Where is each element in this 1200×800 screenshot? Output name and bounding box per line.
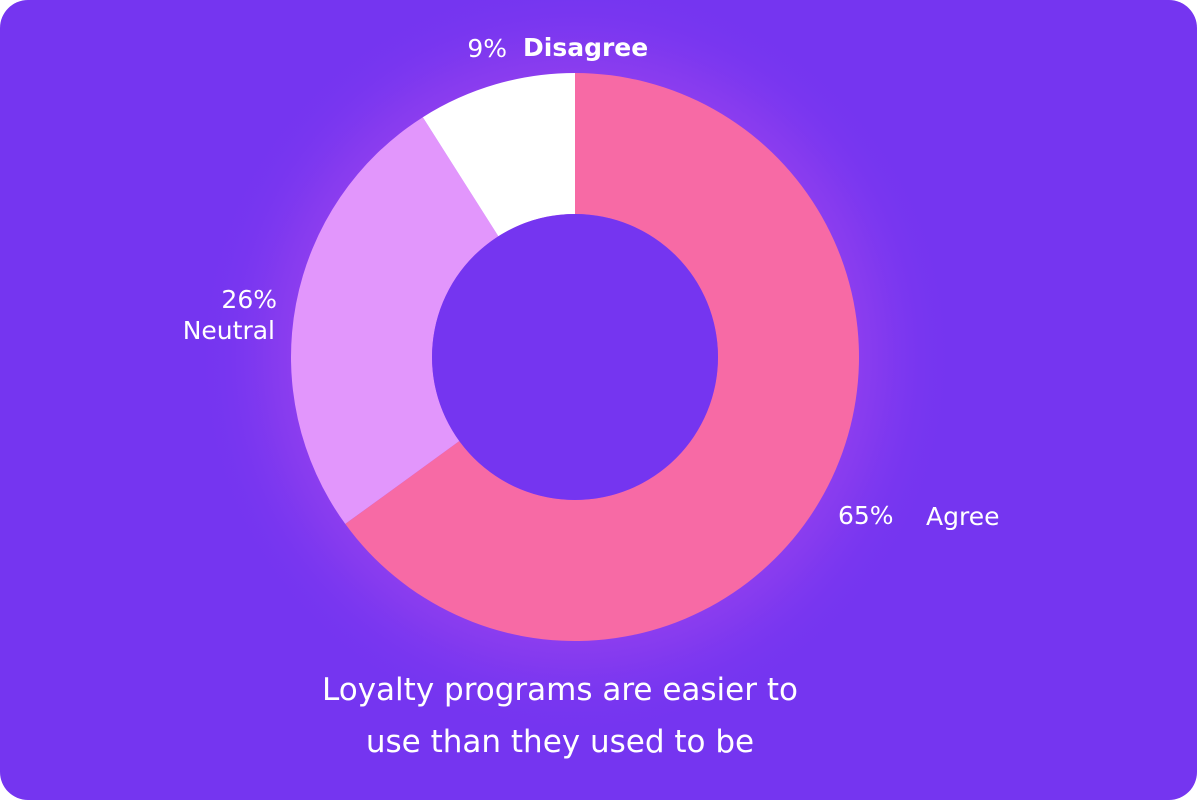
category-label: Agree [926,502,999,531]
donut-slice [345,73,860,641]
category-label: Neutral [183,316,275,345]
donut-slice [422,73,575,237]
value-label: 9% [467,34,507,63]
value-label: 26% [221,285,277,314]
chart-title: Loyalty programs are easier to use than … [322,672,798,760]
donut-slice [291,117,499,524]
value-label: 65% [838,501,894,530]
category-label: Disagree [523,33,648,62]
donut-hole [432,214,718,500]
